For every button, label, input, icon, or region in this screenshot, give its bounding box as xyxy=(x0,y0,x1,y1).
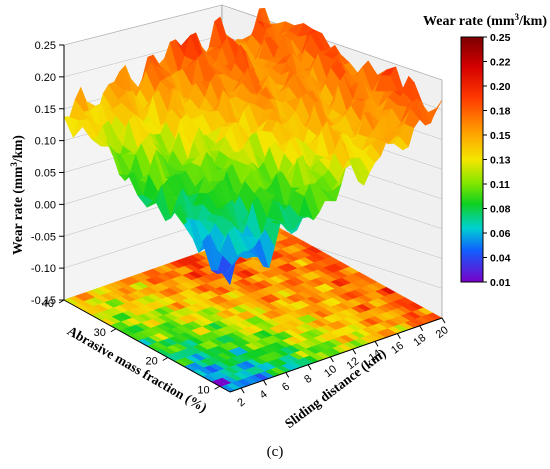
colorbar-tick-label: 0.06 xyxy=(490,228,511,240)
x-axis-line xyxy=(229,317,443,393)
y-tick-label: 10 xyxy=(197,384,209,396)
y-tick-label: 20 xyxy=(146,356,158,368)
x-tick-mark xyxy=(240,387,245,394)
y-tick-label: 40 xyxy=(42,298,54,310)
y-axis-line xyxy=(63,299,231,393)
z-tick-label: 0.25 xyxy=(35,40,56,52)
z-tick-label: 0.05 xyxy=(35,168,56,180)
x-tick-label: 2 xyxy=(235,396,247,409)
surface-cell xyxy=(426,99,443,118)
y-axis-ticks: 10 20 30 40 xyxy=(42,298,220,396)
colorbar xyxy=(460,36,484,283)
y-tick-mark xyxy=(214,385,220,390)
colorbar-tick-label: 0.08 xyxy=(490,204,511,216)
colorbar-tick-label: 0.20 xyxy=(490,81,511,93)
x-tick-label: 10 xyxy=(322,363,339,380)
x-tick-label: 12 xyxy=(344,355,361,372)
x-tick-label: 6 xyxy=(280,380,292,393)
x-tick-mark xyxy=(419,325,424,332)
x-tick-mark xyxy=(441,317,446,324)
z-axis-title: Wear rate (mm3/km) xyxy=(9,135,25,255)
x-tick-mark xyxy=(396,333,401,339)
x-tick-mark xyxy=(263,380,267,386)
z-tick-label: 0.00 xyxy=(35,199,56,211)
wear-rate-surface xyxy=(63,7,443,286)
z-axis-ticks: 0.25 0.20 0.15 0.10 0.05 0.00 -0.05 -0.10 -0.15 xyxy=(31,40,64,307)
colorbar-tick-label: 0.13 xyxy=(490,155,511,167)
y-tick-label: 30 xyxy=(94,327,106,339)
z-tick-label: -0.10 xyxy=(31,263,56,275)
x-tick-mark xyxy=(352,348,357,355)
z-tick-label: 0.10 xyxy=(35,136,56,148)
x-tick-mark xyxy=(285,372,290,378)
x-tick-label: 16 xyxy=(389,340,406,357)
x-tick-label: 18 xyxy=(411,332,428,349)
colorbar-tick-label: 0.22 xyxy=(490,57,511,69)
colorbar-tick-label: 0.11 xyxy=(490,179,510,191)
x-tick-label: 20 xyxy=(434,324,451,341)
x-tick-label: 8 xyxy=(302,373,314,386)
x-tick-mark xyxy=(329,356,334,363)
x-tick-mark xyxy=(307,364,312,370)
colorbar-tick-label: 0.15 xyxy=(490,130,511,142)
y-tick-mark xyxy=(58,299,65,304)
panel-label: (c) xyxy=(267,444,284,460)
wall-gridline xyxy=(63,4,223,46)
y-tick-mark xyxy=(110,328,117,333)
colorbar-title: Wear rate (mm3/km) xyxy=(423,12,547,29)
colorbar-tick-label: 0.01 xyxy=(490,277,511,289)
x-tick-mark xyxy=(374,341,379,347)
y-tick-mark xyxy=(162,357,169,361)
z-tick-label: 0.20 xyxy=(35,72,56,84)
z-tick-label: -0.15 xyxy=(31,295,56,307)
x-tick-label: 4 xyxy=(258,388,270,401)
z-tick-label: 0.15 xyxy=(35,104,56,116)
x-tick-label: 14 xyxy=(367,347,384,364)
colorbar-ticks: 0.25 0.22 0.20 0.18 0.15 0.13 0.11 0.08 0.06 0.04… xyxy=(483,32,511,289)
colorbar-tick-label: 0.25 xyxy=(490,32,511,44)
colorbar-tick-label: 0.18 xyxy=(490,106,511,118)
z-tick-label: -0.05 xyxy=(31,231,56,243)
floor-contour-projection xyxy=(63,225,443,393)
colorbar-tick-label: 0.04 xyxy=(490,253,511,265)
